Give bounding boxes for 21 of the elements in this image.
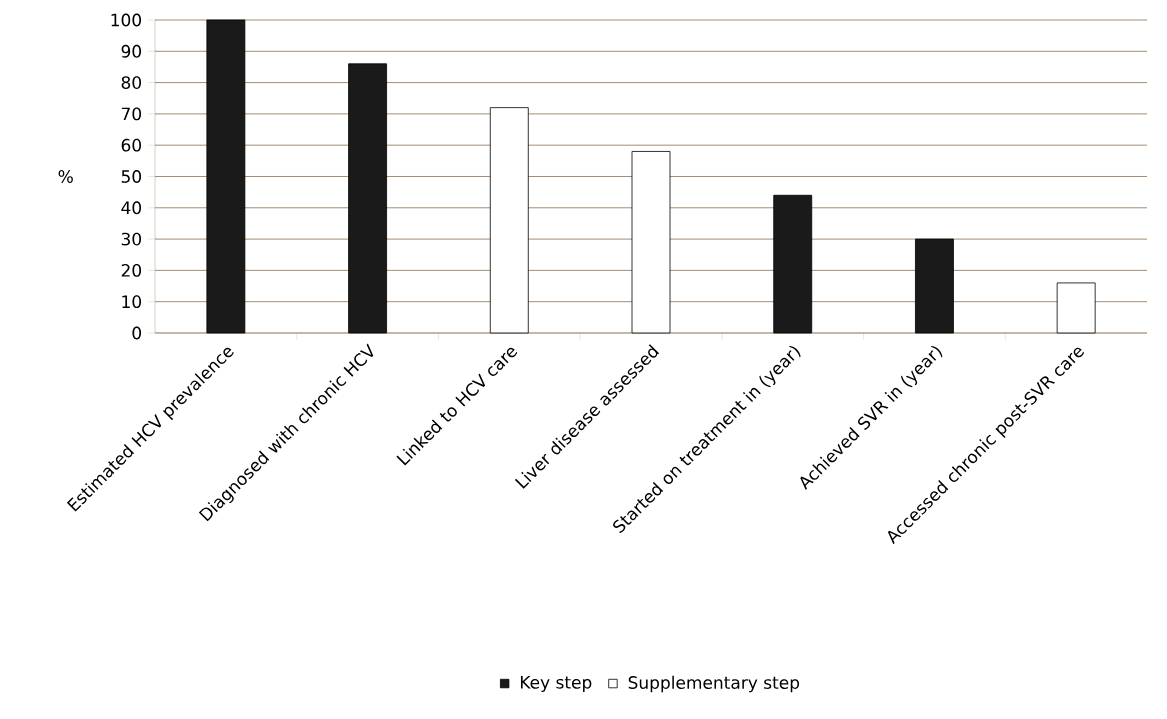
y-axis-title: %	[58, 170, 73, 183]
y-tick-label: 70	[121, 107, 142, 121]
y-tick-label: 50	[121, 170, 142, 183]
y-tick-label: 20	[121, 263, 142, 277]
legend-label: Supplementary step	[628, 675, 800, 693]
y-tick-label: 10	[122, 295, 142, 309]
y-tick-label: 0	[132, 326, 142, 340]
bar	[773, 194, 813, 334]
y-tick-label: 40	[121, 201, 142, 215]
y-tick-label: 90	[121, 44, 142, 58]
bar	[206, 19, 246, 334]
bar	[1056, 282, 1096, 334]
bar	[915, 238, 954, 334]
bar	[631, 151, 671, 334]
y-tick-label: 80	[121, 76, 142, 90]
bar	[489, 107, 529, 334]
y-tick-label: 30	[121, 232, 142, 246]
y-tick-label: 100	[111, 13, 142, 27]
bar	[348, 63, 387, 334]
y-tick-label: 60	[121, 138, 142, 152]
legend-label: Key step	[520, 676, 592, 692]
